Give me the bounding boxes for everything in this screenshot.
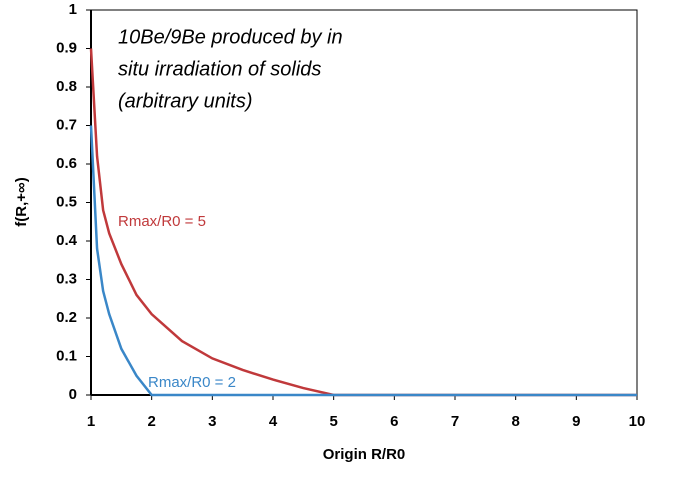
y-tick-label: 0.3 <box>56 270 77 287</box>
y-tick-label: 0.1 <box>56 347 77 364</box>
y-tick-label: 0.4 <box>56 232 78 249</box>
x-tick-label: 5 <box>329 413 337 430</box>
x-tick-label: 4 <box>269 413 278 430</box>
y-axis-label: f(R,+∞) <box>13 177 30 226</box>
y-tick-label: 0.8 <box>56 78 77 95</box>
annotation: 10Be/9Be produced by in <box>118 26 343 48</box>
y-tick-label: 0.5 <box>56 193 77 210</box>
series-label: Rmax/R0 = 5 <box>118 213 206 230</box>
y-tick-label: 0.9 <box>56 39 77 56</box>
x-tick-label: 9 <box>572 413 580 430</box>
series-label: Rmax/R0 = 2 <box>148 374 236 391</box>
x-tick-label: 1 <box>87 413 95 430</box>
y-tick-label: 0.6 <box>56 155 77 172</box>
x-tick-label: 3 <box>208 413 216 430</box>
x-tick-label: 7 <box>451 413 459 430</box>
y-tick-label: 0 <box>69 386 77 403</box>
y-tick-label: 0.7 <box>56 116 77 133</box>
x-tick-label: 10 <box>629 413 646 430</box>
series-line <box>89 125 637 397</box>
x-tick-label: 6 <box>390 413 398 430</box>
x-tick-label: 2 <box>147 413 155 430</box>
annotation: situ irradiation of solids <box>118 58 321 80</box>
y-tick-label: 1 <box>69 1 77 18</box>
x-axis-label: Origin R/R0 <box>323 446 406 463</box>
annotation: (arbitrary units) <box>118 90 252 112</box>
series-line <box>89 48 637 397</box>
y-tick-label: 0.2 <box>56 309 77 326</box>
x-tick-label: 8 <box>511 413 519 430</box>
